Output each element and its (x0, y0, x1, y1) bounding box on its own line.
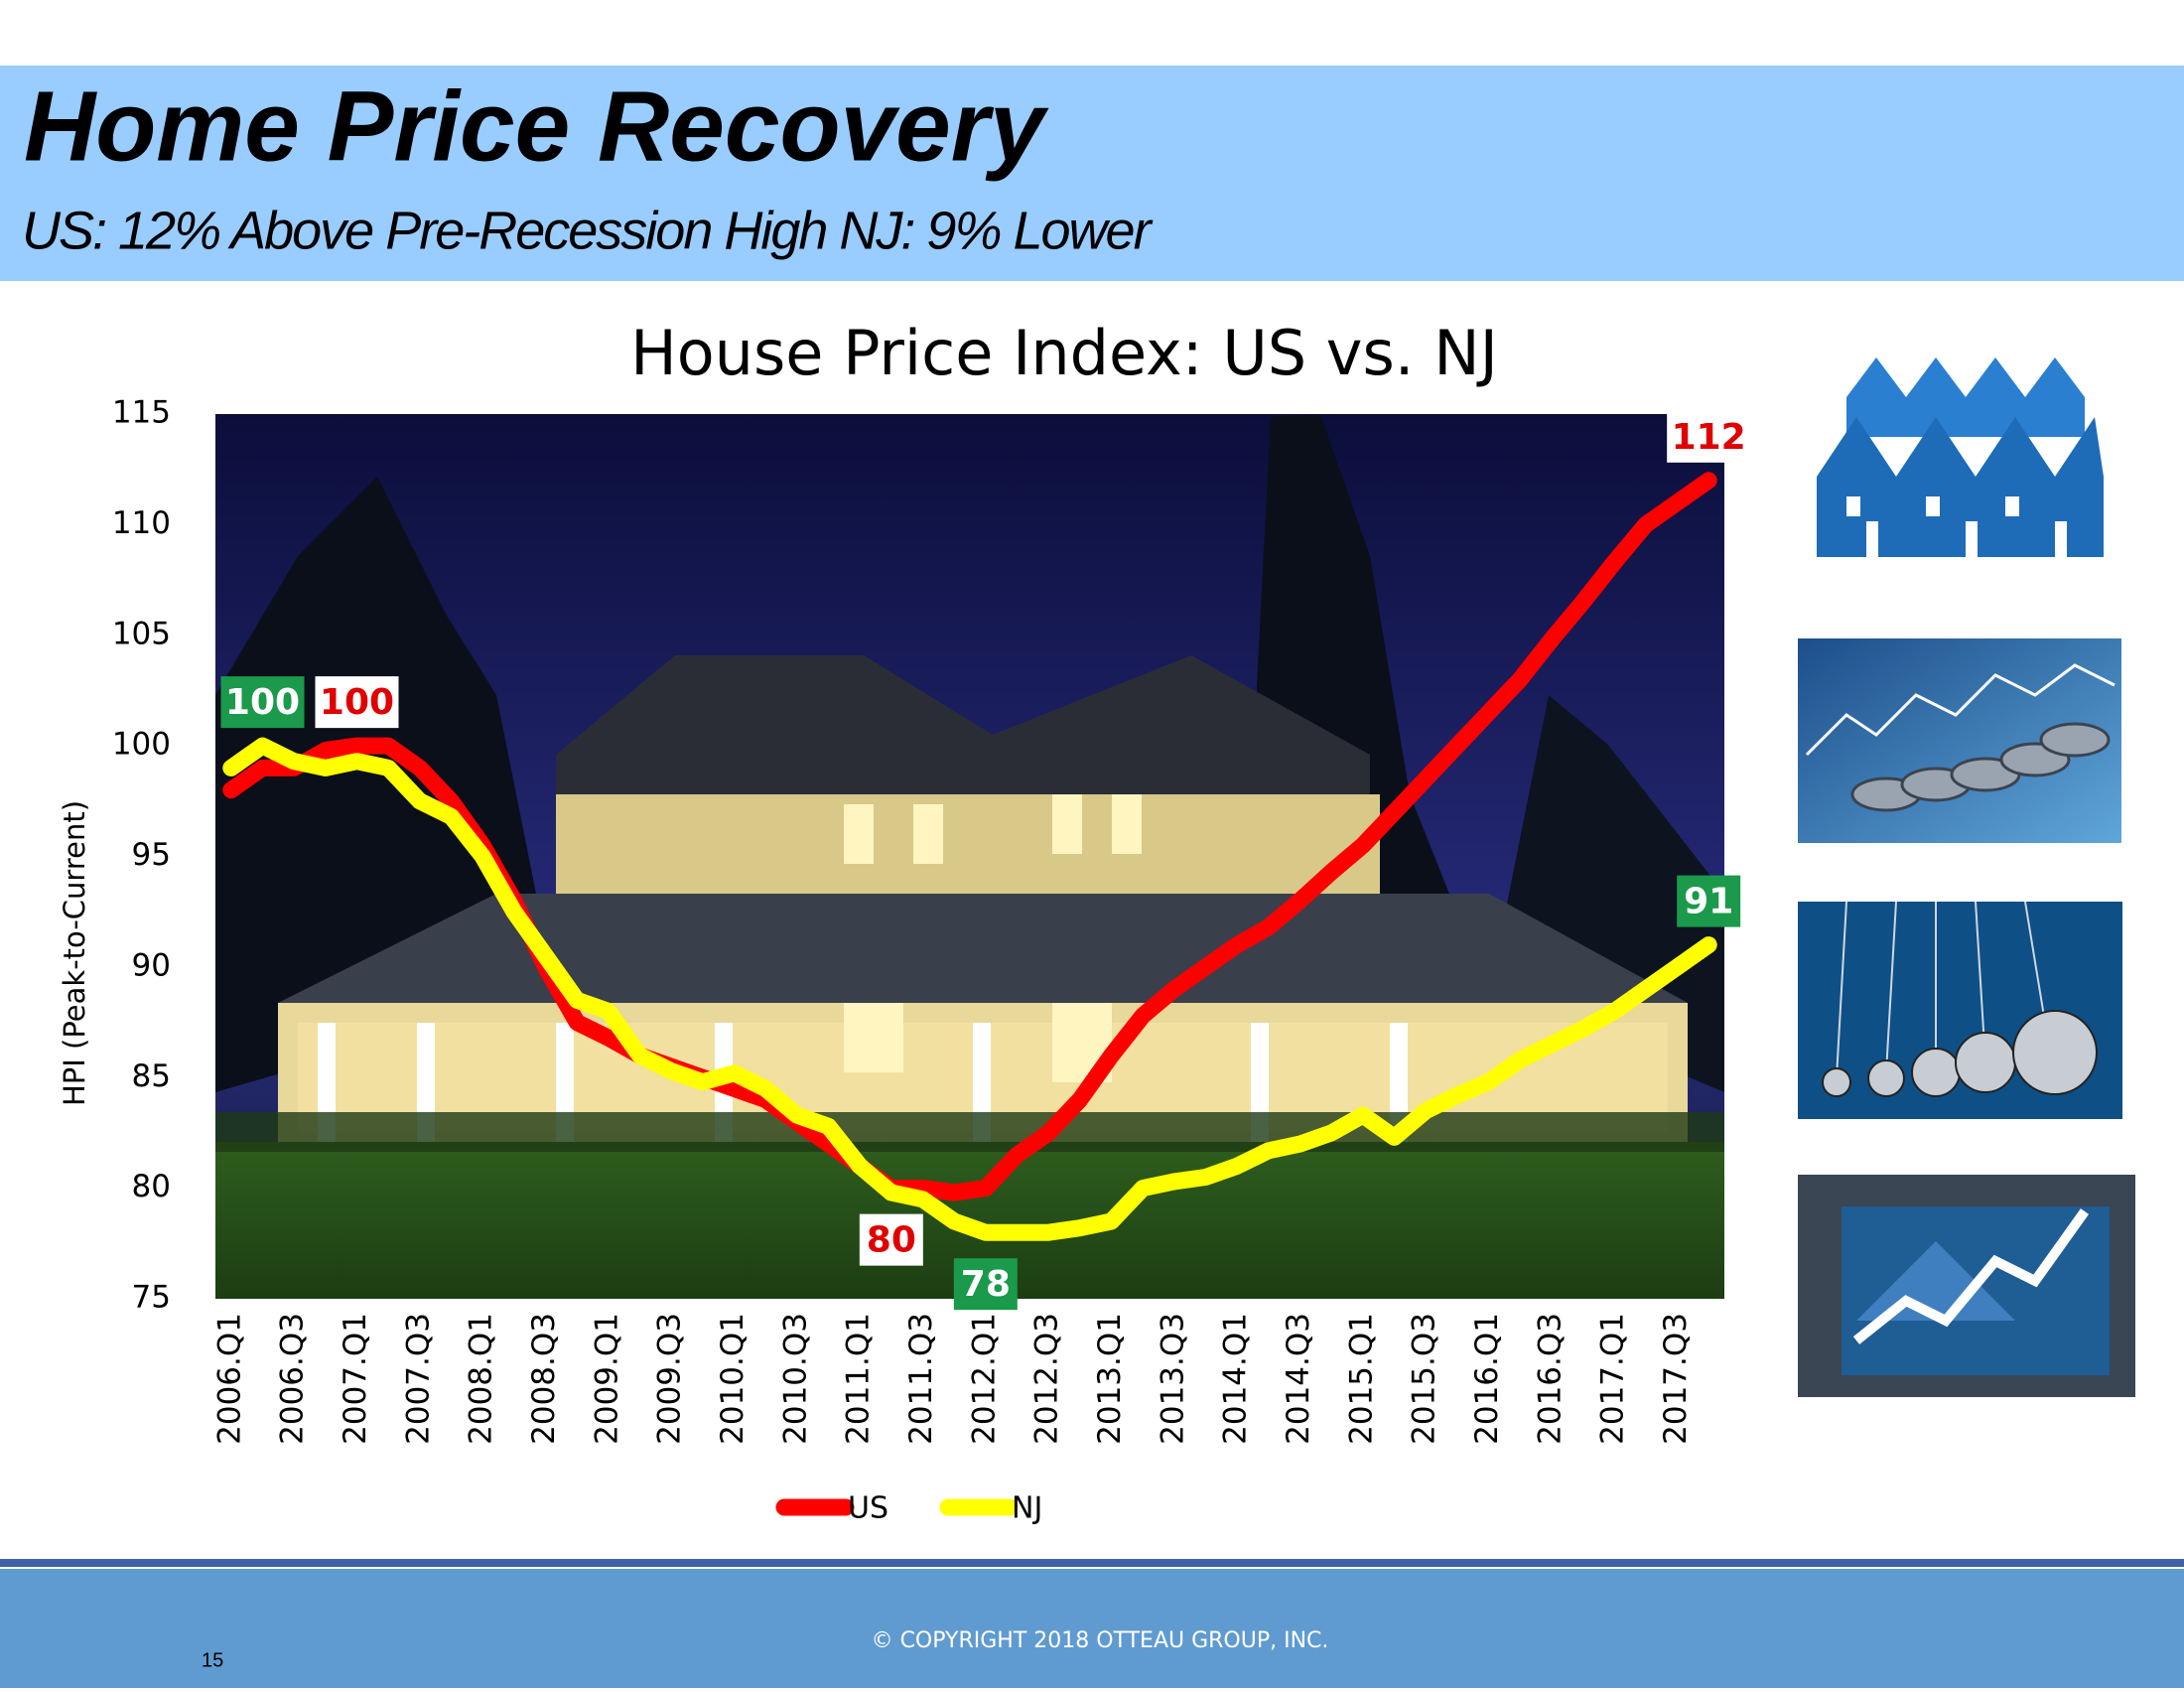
y-tick-label: 75 (132, 1280, 171, 1316)
x-tick-label: 2012.Q1 (966, 1313, 1002, 1445)
data-label: 100 (320, 682, 394, 723)
page-number: 15 (202, 1649, 223, 1671)
chart-title: House Price Index: US vs. NJ (630, 317, 1498, 389)
x-tick-label: 2014.Q1 (1218, 1313, 1254, 1445)
header-band (0, 66, 2184, 281)
data-label-box (1667, 410, 1751, 463)
y-tick-label: 85 (132, 1058, 171, 1094)
slide-subtitle: US: 12% Above Pre-Recession High NJ: 9% … (22, 201, 1154, 260)
icon-finance (1798, 638, 2121, 843)
x-tick-label: 2013.Q3 (1155, 1313, 1190, 1445)
data-label-box (953, 1258, 1018, 1311)
y-tick-label: 90 (132, 947, 171, 983)
x-tick-label: 2007.Q3 (400, 1313, 436, 1445)
data-label: 112 (1672, 417, 1746, 458)
x-tick-label: 2008.Q1 (464, 1313, 499, 1445)
footer-band (0, 1569, 2184, 1688)
data-label-box (220, 676, 305, 729)
data-label-box (859, 1213, 923, 1266)
y-tick-label: 115 (112, 395, 171, 431)
photo-background (215, 414, 1724, 1299)
line-series (222, 737, 1717, 1241)
copyright: © COPYRIGHT 2018 OTTEAU GROUP, INC. (872, 1628, 1329, 1653)
x-tick-label: 2006.Q3 (275, 1313, 311, 1445)
legend-label: US (848, 1491, 888, 1526)
x-tick-label: 2014.Q3 (1281, 1313, 1316, 1445)
legend-label: NJ (1012, 1491, 1042, 1526)
x-tick-label: 2016.Q3 (1532, 1313, 1568, 1445)
data-label: 100 (225, 682, 300, 723)
data-label: 80 (867, 1220, 916, 1261)
x-tick-label: 2009.Q3 (652, 1313, 688, 1445)
icon-houses (1817, 357, 2104, 557)
y-tick-label: 95 (132, 837, 171, 873)
x-tick-label: 2015.Q1 (1343, 1313, 1379, 1445)
y-tick-label: 105 (112, 616, 171, 651)
x-tick-label: 2007.Q1 (338, 1313, 373, 1445)
x-tick-label: 2011.Q3 (903, 1313, 939, 1445)
slide-title: Home Price Recovery (24, 70, 1049, 182)
y-tick-label: 80 (132, 1169, 171, 1204)
x-tick-label: 2006.Q1 (211, 1313, 247, 1445)
x-tick-label: 2010.Q1 (715, 1313, 751, 1445)
x-tick-label: 2010.Q3 (777, 1313, 813, 1445)
x-tick-label: 2008.Q3 (526, 1313, 562, 1445)
icon-growth-chart (1798, 1175, 2135, 1397)
y-tick-label: 110 (112, 505, 171, 541)
y-axis-label: HPI (Peak-to-Current) (58, 800, 91, 1106)
data-label-box (1677, 875, 1741, 927)
x-tick-label: 2016.Q1 (1469, 1313, 1505, 1445)
data-label: 91 (1684, 882, 1733, 922)
data-label-box (315, 676, 399, 729)
x-tick-label: 2012.Q3 (1029, 1313, 1065, 1445)
x-tick-label: 2017.Q1 (1595, 1313, 1631, 1445)
x-tick-label: 2015.Q3 (1407, 1313, 1442, 1445)
x-tick-label: 2009.Q1 (589, 1313, 624, 1445)
x-tick-label: 2017.Q3 (1658, 1313, 1694, 1445)
y-tick-label: 100 (112, 727, 171, 763)
x-tick-label: 2013.Q1 (1092, 1313, 1128, 1445)
x-tick-label: 2011.Q1 (841, 1313, 877, 1445)
icon-pendulum (1798, 901, 2122, 1119)
data-label: 78 (961, 1264, 1011, 1305)
